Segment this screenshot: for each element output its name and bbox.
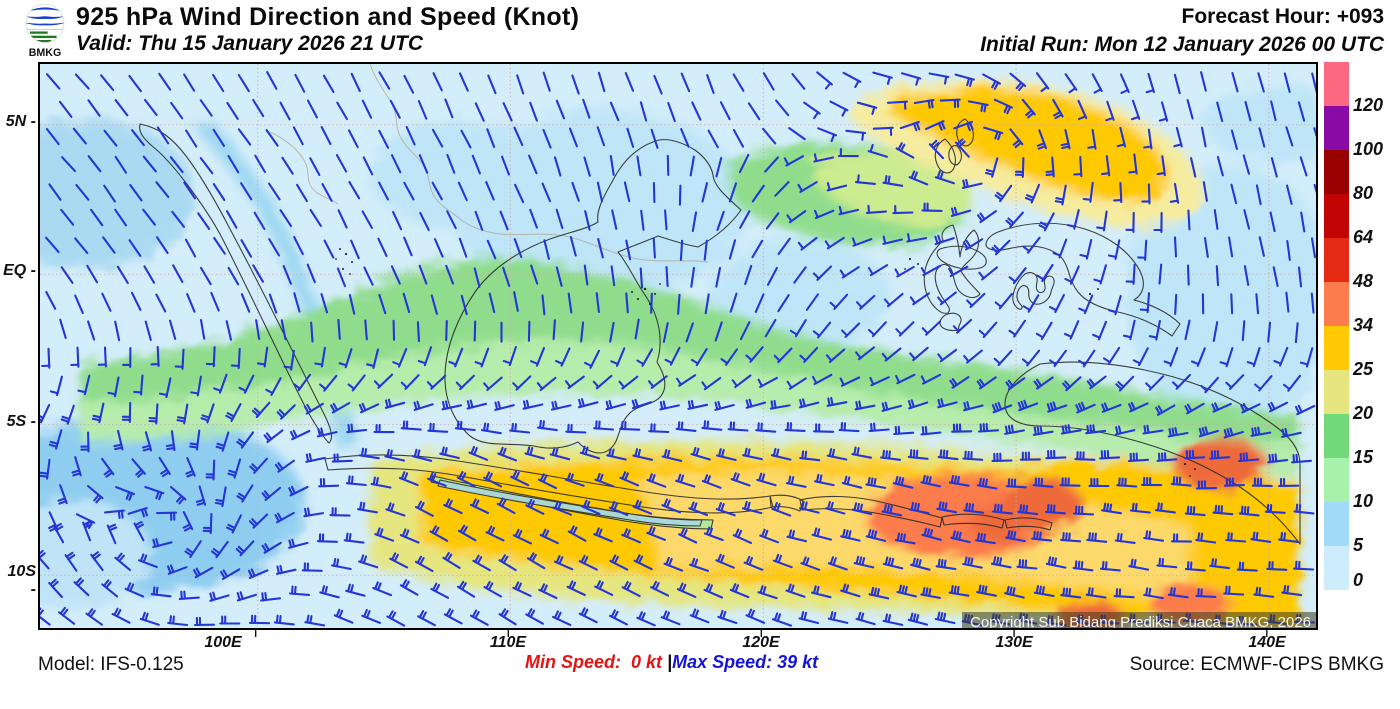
svg-text:Copyright Sub Bidang Prediksi: Copyright Sub Bidang Prediksi Cuaca BMKG… — [970, 614, 1311, 630]
